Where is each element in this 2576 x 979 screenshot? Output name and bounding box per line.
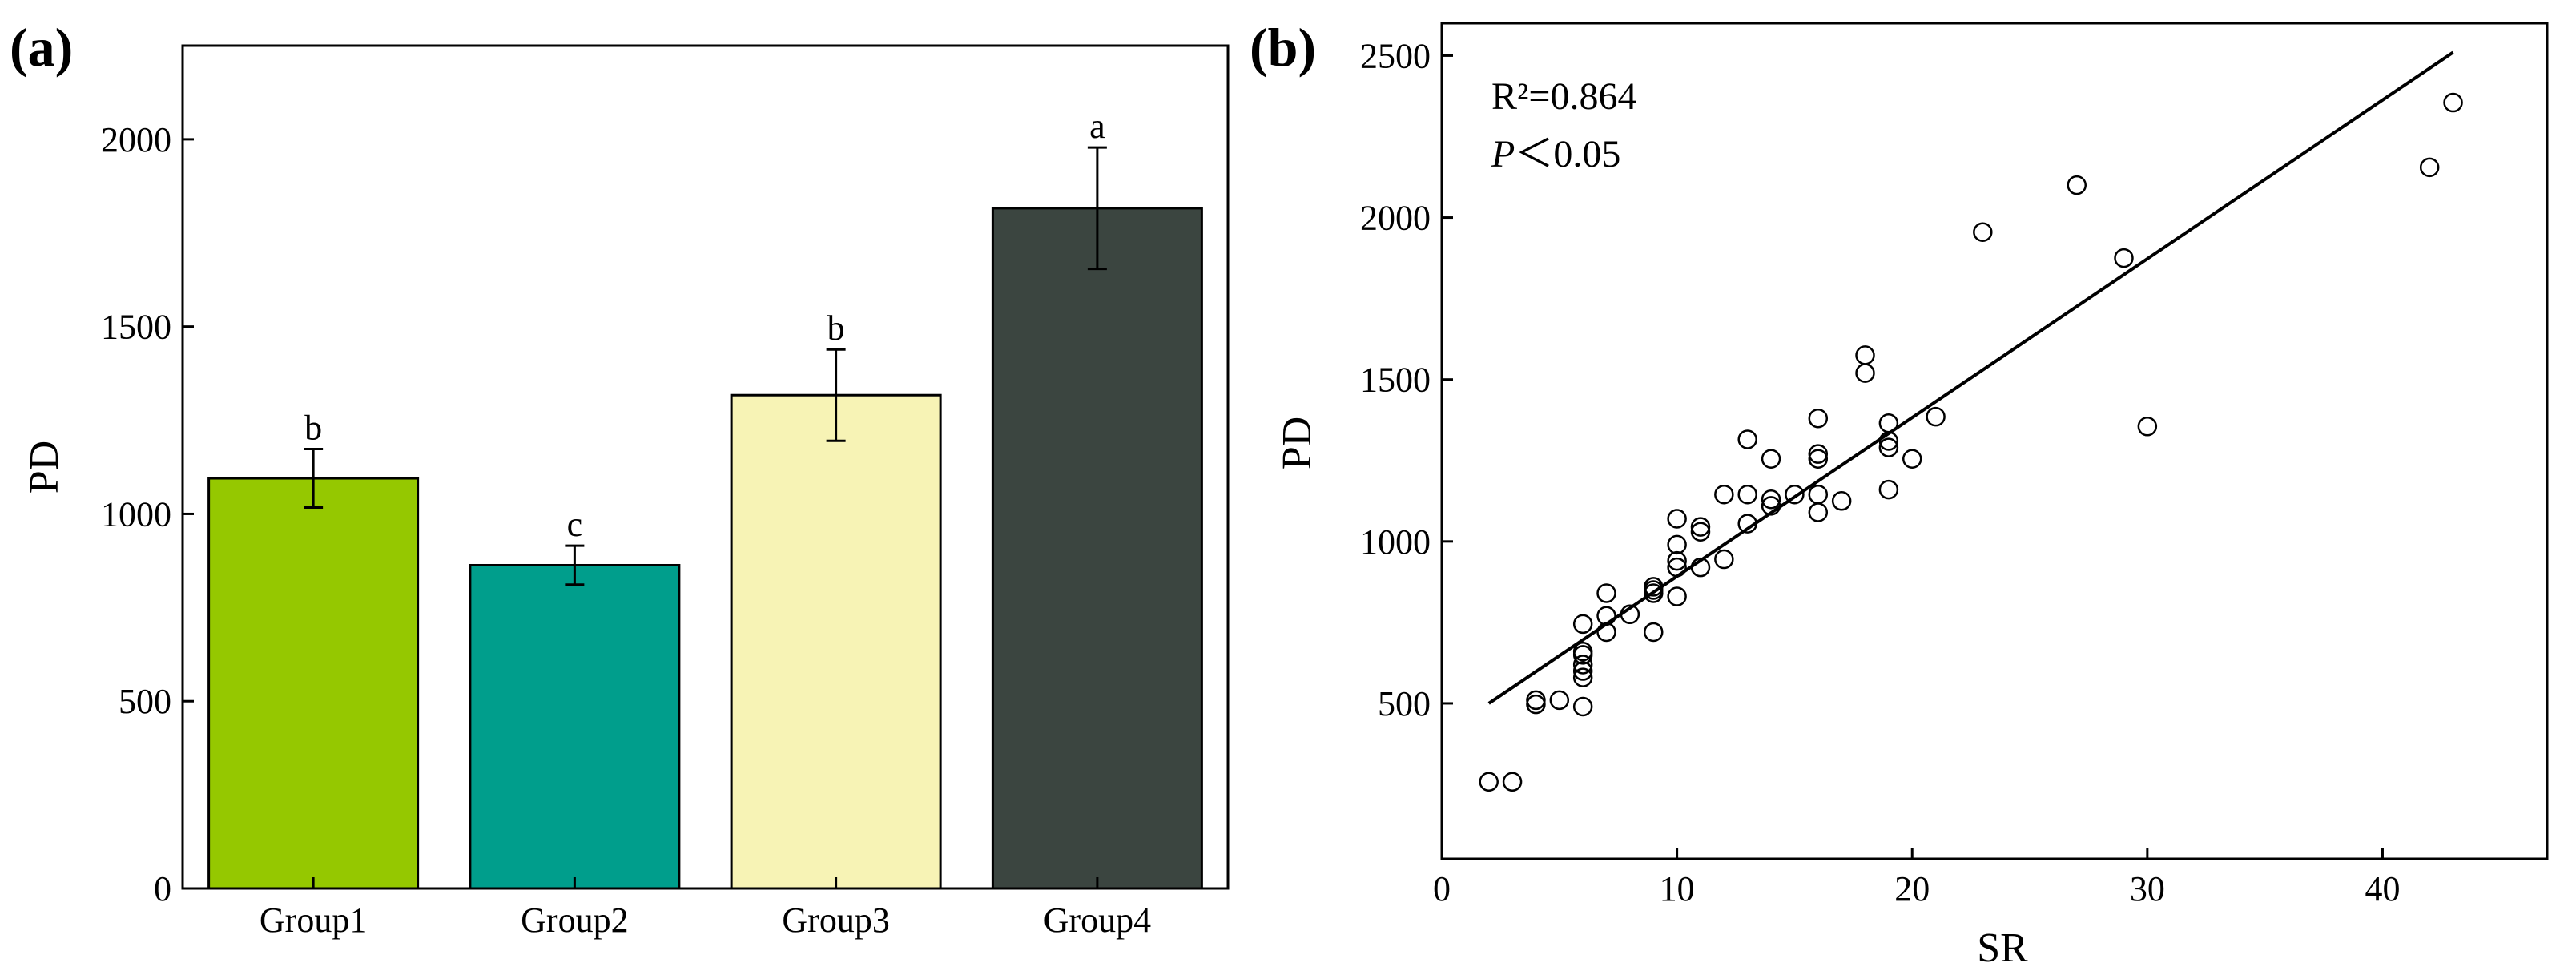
y-tick-label: 2000 [101, 120, 171, 159]
y-axis-label-b: PD [1274, 417, 1320, 469]
y-tick-label: 0 [154, 869, 171, 908]
scatter-point [1808, 449, 1829, 469]
x-ticks-b: 0 10 20 30 40 [1433, 848, 2400, 908]
x-tick-label: Group1 [260, 900, 367, 940]
scatter-point [2137, 417, 2158, 437]
scatter-point [1785, 484, 1805, 505]
scatter-point [1878, 437, 1899, 457]
scatter-point [1926, 406, 1946, 427]
bar [469, 563, 681, 890]
x-tick-label: Group3 [782, 900, 889, 940]
scatter-point [1667, 534, 1687, 555]
y-tick-label: 2000 [1360, 199, 1431, 238]
y-tick-label: 1500 [1360, 361, 1431, 400]
scatter-point [1479, 772, 1499, 792]
scatter-point [1902, 449, 1922, 469]
scatter-point [1878, 479, 1899, 500]
scatter-point [1714, 549, 1734, 570]
x-tick-label: Group2 [521, 900, 628, 940]
r-squared-annotation: R²=0.864 [1491, 75, 1636, 118]
scatter-point [1808, 502, 1829, 522]
y-ticks-a: 0 500 1000 1500 2000 [101, 120, 194, 908]
scatter-point [2114, 248, 2134, 268]
scatter-point [2419, 157, 2440, 178]
scatter-point [1808, 444, 1829, 464]
scatter-point [1667, 550, 1687, 571]
scatter-point [1973, 222, 1993, 242]
scatter-point [1855, 363, 1875, 383]
panel-label-b: (b) [1250, 17, 1316, 78]
scatter-point [1572, 696, 1593, 717]
y-tick-label: 500 [119, 682, 171, 721]
scatter-point [1572, 642, 1593, 662]
bar [991, 207, 1203, 890]
x-tick-labels-a: Group1 Group2 Group3 Group4 [260, 877, 1151, 940]
scatter-point [1761, 490, 1781, 510]
scatter-point [1667, 586, 1687, 606]
scatter-point [1855, 345, 1875, 365]
significance-letter: b [304, 409, 322, 448]
y-tick-label: 1000 [1360, 522, 1431, 562]
scatter-point [1737, 429, 1757, 449]
scatter-point [1572, 661, 1593, 681]
scatter-point [1526, 690, 1546, 711]
scatter-points [1479, 92, 2463, 792]
p-value-symbol: P [1491, 133, 1515, 175]
scatter-point [1667, 509, 1687, 529]
significance-letter: c [567, 505, 583, 544]
scatter-point [1549, 690, 1570, 711]
x-tick-label: 20 [1894, 869, 1930, 908]
scatter-point [1526, 694, 1546, 715]
bar [730, 393, 942, 890]
x-tick-label: Group4 [1044, 900, 1151, 940]
regression-line [1487, 50, 2454, 705]
scatter-point [1808, 484, 1829, 505]
scatter-point [1690, 522, 1711, 542]
y-tick-label: 1000 [101, 494, 171, 534]
bars [207, 207, 1203, 890]
scatter-point [1690, 517, 1711, 537]
scatter-point [2443, 92, 2463, 113]
scatter-point [2067, 175, 2087, 195]
y-tick-label: 500 [1378, 684, 1431, 723]
scatter-point [1808, 408, 1829, 429]
x-axis-label-b: SR [1977, 925, 2028, 971]
x-tick-label: 40 [2365, 869, 2400, 908]
error-bars [304, 146, 1107, 586]
plot-frame-b [1440, 22, 2549, 860]
y-tick-label: 2500 [1360, 36, 1431, 75]
scatter-point [1714, 484, 1734, 505]
significance-letter: a [1089, 107, 1105, 146]
scatter-point [1644, 622, 1664, 643]
plot-frame-a [181, 44, 1230, 890]
y-axis-label-a: PD [22, 441, 67, 494]
scatter-point [1761, 449, 1781, 469]
p-value-annotation: P＜0.05 [1491, 133, 1620, 175]
y-tick-label: 1500 [101, 308, 171, 347]
p-value-text: ＜0.05 [1515, 133, 1620, 175]
bar [207, 477, 420, 890]
scatter-point [1502, 772, 1523, 792]
scatter-point [1572, 614, 1593, 635]
scatter-point [1831, 491, 1852, 511]
scatter-point [1596, 583, 1616, 603]
significance-letter: b [827, 308, 845, 348]
x-tick-label: 0 [1433, 869, 1451, 908]
scatter-point [1572, 667, 1593, 687]
scatter-point [1596, 622, 1616, 643]
scatter-point [1572, 655, 1593, 675]
x-tick-label: 30 [2130, 869, 2165, 908]
significance-letters: b c b a [304, 107, 1105, 544]
y-ticks-b: 500 1000 1500 2000 2500 [1360, 36, 1453, 723]
x-tick-label: 10 [1660, 869, 1695, 908]
scatter-point [1737, 484, 1757, 505]
panel-label-a: (a) [10, 17, 73, 78]
